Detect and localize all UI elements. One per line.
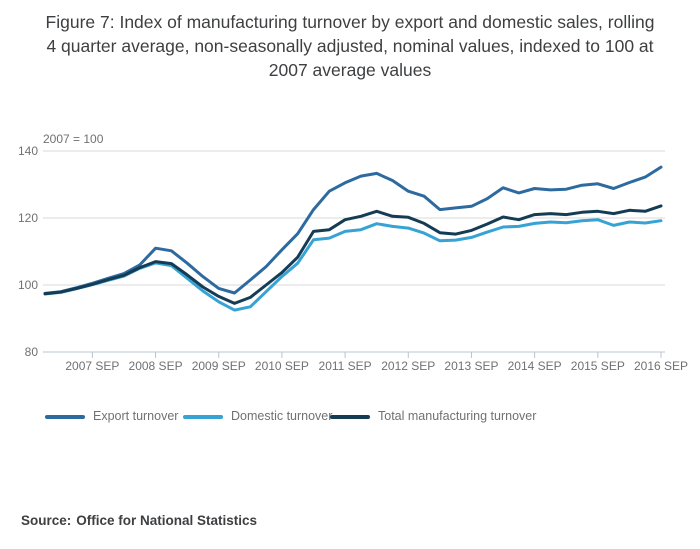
total-manufacturing-turnover-line: [43, 204, 663, 305]
source-label: Source:: [21, 513, 72, 528]
x-tick-label: 2010 SEP: [254, 359, 309, 373]
export-turnover-legend-swatch-icon: [45, 415, 85, 419]
x-tick-label: 2013 SEP: [444, 359, 499, 373]
domestic-turnover-legend-swatch-icon: [183, 415, 223, 419]
y-tick-label: 100: [17, 278, 38, 292]
y-tick-label: 80: [24, 345, 38, 359]
x-tick-label: 2008 SEP: [128, 359, 183, 373]
total-manufacturing-turnover-legend-label: Total manufacturing turnover: [378, 409, 537, 423]
total-manufacturing-turnover-legend-swatch-icon: [330, 415, 370, 419]
x-tick-label: 2012 SEP: [381, 359, 436, 373]
export-turnover-line: [43, 165, 663, 295]
export-turnover-legend-label: Export turnover: [93, 409, 179, 423]
source-text: Office for National Statistics: [76, 513, 258, 528]
x-tick-label: 2007 SEP: [65, 359, 120, 373]
x-tick-label: 2011 SEP: [318, 359, 372, 373]
domestic-turnover-legend-label: Domestic turnover: [231, 409, 333, 423]
x-tick-label: 2014 SEP: [507, 359, 562, 373]
x-tick-label: 2015 SEP: [570, 359, 625, 373]
axis-unit-annotation: 2007 = 100: [43, 132, 104, 146]
x-tick-label: 2016 SEP: [633, 359, 689, 373]
y-tick-label: 140: [17, 144, 38, 158]
y-tick-label: 120: [17, 211, 38, 225]
source-note: Source: Office for National Statistics: [21, 513, 257, 528]
x-tick-label: 2009 SEP: [191, 359, 246, 373]
chart-title: Figure 7: Index of manufacturing turnove…: [45, 12, 655, 81]
